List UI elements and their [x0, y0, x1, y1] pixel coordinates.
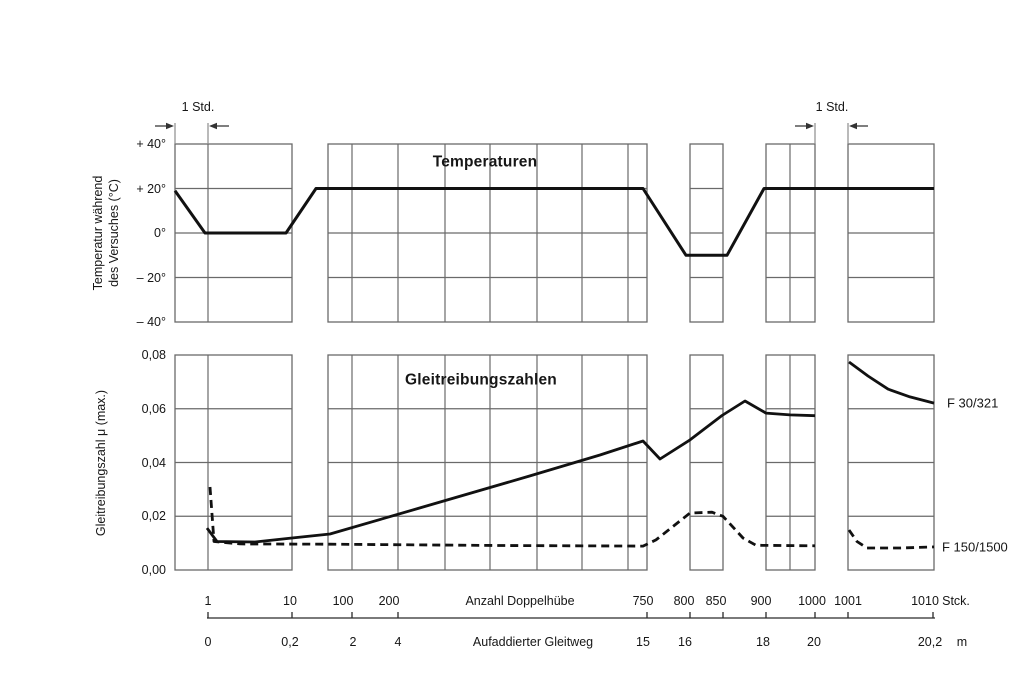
friction-y-tick-label: 0,02	[141, 509, 166, 523]
x-axis-row1-title: Anzahl Doppelhübe	[465, 593, 575, 608]
temperature-y-axis-title-line1: Temperatur während	[90, 175, 105, 291]
pause-annotation-right: 1 Std.	[815, 99, 849, 114]
temperature-y-tick-label: – 20°	[136, 270, 166, 285]
temperature-y-tick-label: + 40°	[136, 136, 166, 151]
temperature-curve	[173, 187, 934, 257]
x-axis-row1-tick-label: 1010	[911, 593, 939, 608]
x-axis-row2-tick-label: 2	[349, 634, 357, 649]
x-axis-row2-tick-label: 20	[807, 634, 821, 649]
friction-y-tick-label: 0,04	[141, 455, 166, 470]
x-axis	[207, 612, 935, 619]
x-axis-row1-tick-label: 800	[673, 593, 695, 608]
x-axis-row2-tick-label: 16	[678, 634, 692, 649]
friction-dashed-line	[208, 486, 816, 548]
x-axis-row2-tick-label: 0	[204, 634, 212, 649]
x-axis-row1-tick-label: 200	[378, 593, 400, 608]
x-axis-row2-title: Aufaddierter Gleitweg	[472, 634, 594, 649]
friction-y-axis-title: Gleitreibungszahl μ (max.)	[93, 389, 108, 537]
pause-annotation-left: 1 Std.	[181, 99, 215, 114]
friction-dashed-line	[847, 529, 935, 550]
temperature-chart-title: Temperaturen	[432, 153, 538, 171]
friction-y-tick-label: 0,06	[141, 401, 166, 416]
temperature-y-axis-title-line2: des Versuches (°C)	[107, 179, 121, 287]
x-axis-row1-tick-label: 850	[705, 593, 727, 608]
legend-label-dashed-series: F 150/1500	[942, 539, 1008, 555]
x-axis-row1-tick-label: 10	[283, 593, 297, 608]
x-axis-row1-tick-label: 100	[332, 593, 354, 608]
temperature-y-tick-label: + 20°	[136, 181, 166, 196]
x-axis-row2-unit: m	[956, 634, 968, 649]
temperature-y-axis-title: Temperatur während des Versuches (°C)	[90, 176, 123, 291]
legend-label-solid-series: F 30/321	[947, 395, 999, 411]
x-axis-row1-tick-label: 1001	[834, 593, 862, 608]
pause-markers	[155, 122, 868, 144]
x-axis-row1-tick-label: 1000	[798, 593, 826, 608]
x-axis-row1-tick-label: 900	[750, 593, 772, 608]
friction-solid-line	[205, 399, 816, 544]
x-axis-row1-tick-label: 1	[204, 593, 212, 608]
x-axis-row2-tick-label: 4	[394, 634, 402, 649]
x-axis-row2-tick-label: 0,2	[281, 634, 299, 649]
x-axis-row1-tick-label: 750	[632, 593, 654, 608]
x-axis-row2-tick-label: 18	[756, 634, 770, 649]
friction-y-tick-label: 0,08	[141, 347, 166, 362]
temperature-y-tick-label: – 40°	[136, 314, 166, 329]
friction-chart-title: Gleitreibungszahlen	[405, 371, 557, 389]
x-axis-row2-tick-label: 15	[636, 634, 650, 649]
friction-solid-line	[848, 360, 935, 405]
temperature-y-tick-label: 0°	[154, 225, 166, 240]
x-axis-row1-unit: Stck.	[942, 593, 970, 608]
x-axis-row2-tick-label: 20,2	[917, 634, 943, 649]
grid-panels	[174, 143, 935, 571]
friction-curves	[205, 360, 935, 550]
friction-y-tick-label: 0,00	[141, 562, 166, 577]
